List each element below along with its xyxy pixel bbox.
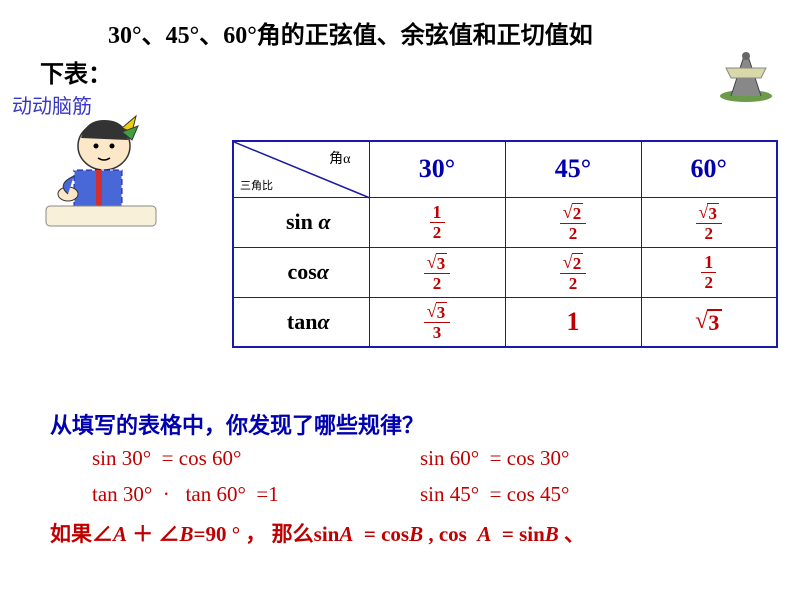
row-tan-label: tanα	[233, 297, 369, 347]
val-tan60: √3	[641, 297, 777, 347]
eq-tan30-tan60: tan 30° · tan 60° =1	[92, 482, 279, 507]
eq-sin45-cos45: sin 45° = cos 45°	[420, 482, 569, 507]
complementary-rule: 如果∠A ＋ ∠B=90 ° ， 那么sinA = cosB , cos A =…	[50, 518, 585, 548]
question-text: 从填写的表格中，你发现了哪些规律？	[50, 408, 424, 440]
val-tan30: √33	[369, 297, 505, 347]
val-sin60: √32	[641, 197, 777, 247]
eq-sin30-cos60: sin 30° = cos 60°	[92, 446, 241, 471]
page-title-line1: 30°、45°、60°角的正弦值、余弦值和正切值如	[108, 18, 744, 54]
corner-bottom-label: 三角比	[240, 177, 273, 193]
corner-top-label: 角α	[329, 148, 350, 168]
compass-icon	[716, 48, 776, 103]
trig-values-table: 角α 三角比 30° 45° 60° sin α 12 √22 √32 cosα…	[232, 140, 778, 348]
val-tan45: 1	[505, 297, 641, 347]
thinking-child-illustration	[26, 108, 166, 228]
page-title-line2: 下表：	[40, 54, 112, 89]
eq-sin60-cos30: sin 60° = cos 30°	[420, 446, 569, 471]
header-60: 60°	[641, 141, 777, 197]
val-cos60: 12	[641, 247, 777, 297]
table-corner-cell: 角α 三角比	[233, 141, 369, 197]
